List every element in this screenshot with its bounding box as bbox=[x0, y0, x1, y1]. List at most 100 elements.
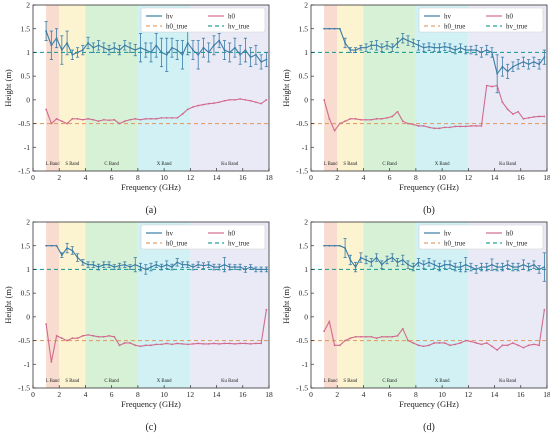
series-hv-point bbox=[475, 268, 478, 271]
series-h0-point bbox=[97, 120, 100, 123]
series-h0-point bbox=[66, 339, 68, 342]
y-axis-label: Height (m) bbox=[281, 286, 291, 324]
y-tick-label: 1.5 bbox=[21, 24, 31, 33]
series-hv-point bbox=[538, 63, 541, 66]
series-h0-point bbox=[517, 110, 520, 113]
series-h0-point bbox=[118, 344, 121, 347]
series-h0-point bbox=[176, 116, 179, 119]
series-hv-point bbox=[50, 244, 53, 247]
series-h0-point bbox=[244, 342, 247, 345]
series-h0-point bbox=[496, 84, 499, 87]
series-hv-point bbox=[365, 259, 367, 261]
series-h0-point bbox=[207, 342, 210, 345]
series-hv-point bbox=[244, 268, 247, 271]
series-hv-point bbox=[223, 49, 226, 51]
series-hv-point bbox=[234, 46, 236, 49]
series-h0-point bbox=[480, 125, 483, 127]
series-h0-point bbox=[532, 116, 535, 118]
series-h0-point bbox=[386, 335, 388, 338]
series-h0-point bbox=[197, 342, 200, 345]
series-hv-point bbox=[76, 51, 79, 54]
legend-label: hv_true bbox=[228, 22, 249, 30]
series-h0-point bbox=[422, 345, 425, 348]
series-h0-point bbox=[234, 342, 236, 345]
x-tick-label: 8 bbox=[414, 390, 418, 399]
series-h0-point bbox=[66, 122, 68, 125]
series-h0-point bbox=[181, 342, 184, 345]
series-hv-point bbox=[102, 263, 105, 266]
plot-data bbox=[33, 242, 269, 363]
series-h0-point bbox=[228, 98, 231, 101]
band-label: L Band bbox=[324, 379, 339, 384]
series-h0-point bbox=[512, 113, 514, 115]
series-h0-point bbox=[213, 342, 215, 345]
series-h0-point bbox=[470, 125, 472, 127]
band-label: S Band bbox=[343, 162, 358, 167]
series-h0-point bbox=[527, 344, 530, 347]
series-hv-point bbox=[491, 51, 493, 54]
series-h0-point bbox=[92, 118, 95, 121]
y-tick-label: -1 bbox=[302, 360, 308, 369]
series-h0-point bbox=[417, 125, 420, 127]
x-tick-label: 18 bbox=[265, 390, 273, 399]
series-h0-point bbox=[401, 120, 404, 123]
y-tick-label: 1 bbox=[304, 265, 308, 274]
series-h0-point bbox=[192, 106, 194, 108]
series-hv-point bbox=[239, 266, 242, 268]
x-tick-label: 8 bbox=[414, 173, 418, 182]
series-hv-point bbox=[543, 266, 546, 268]
x-tick-label: 14 bbox=[491, 173, 499, 182]
series-h0-point bbox=[97, 335, 100, 338]
legend-label: h0_true bbox=[166, 22, 187, 30]
series-h0-point bbox=[228, 342, 231, 345]
y-tick-label: 2 bbox=[304, 1, 308, 10]
band-label: Ku Band bbox=[221, 379, 239, 384]
series-h0-point bbox=[328, 117, 331, 120]
series-h0-point bbox=[428, 126, 430, 129]
series-hv-point bbox=[412, 266, 415, 268]
plot-data bbox=[33, 21, 269, 125]
series-hv-point bbox=[501, 65, 504, 68]
series-hv-point bbox=[55, 244, 58, 247]
series-h0-point bbox=[428, 344, 430, 347]
x-axis-label: Frequency (GHz) bbox=[121, 182, 181, 192]
series-h0-point bbox=[87, 333, 89, 336]
legend-box bbox=[140, 224, 266, 250]
series-h0-point bbox=[50, 122, 53, 125]
band-label: C Band bbox=[104, 379, 119, 384]
series-h0-point bbox=[234, 98, 236, 101]
y-axis-label: Height (m) bbox=[3, 69, 13, 107]
x-tick-label: 10 bbox=[438, 173, 446, 182]
series-hv-point bbox=[260, 61, 263, 63]
series-h0-point bbox=[113, 335, 116, 338]
x-tick-label: 16 bbox=[239, 173, 247, 182]
band-label: L Band bbox=[46, 162, 61, 167]
series-h0-point bbox=[260, 342, 263, 345]
series-hv-point bbox=[396, 42, 399, 44]
series-hv-point bbox=[370, 261, 373, 264]
series-h0-point bbox=[386, 116, 388, 119]
series-hv-point bbox=[349, 259, 352, 261]
series-hv-point bbox=[192, 266, 194, 268]
series-hv-point bbox=[254, 268, 257, 271]
series-hv-point bbox=[344, 42, 346, 44]
x-tick-label: 6 bbox=[388, 173, 392, 182]
series-h0-point bbox=[108, 334, 110, 337]
series-h0-point bbox=[144, 344, 147, 347]
y-tick-label: -1.5 bbox=[18, 167, 30, 176]
series-hv-point bbox=[386, 44, 388, 47]
y-tick-label: -1.5 bbox=[296, 384, 308, 393]
x-tick-label: 2 bbox=[335, 173, 339, 182]
series-hv-point bbox=[81, 261, 84, 264]
series-hv-point bbox=[454, 266, 457, 268]
series-hv-point bbox=[160, 266, 163, 268]
series-h0-point bbox=[485, 342, 488, 344]
series-h0-point bbox=[213, 102, 215, 105]
series-hv-point bbox=[144, 268, 147, 271]
x-axis-label: Frequency (GHz) bbox=[121, 399, 181, 409]
x-tick-label: 2 bbox=[335, 390, 339, 399]
series-h0-point bbox=[464, 339, 467, 342]
y-tick-label: -1 bbox=[24, 143, 30, 152]
series-hv-point bbox=[480, 51, 483, 54]
